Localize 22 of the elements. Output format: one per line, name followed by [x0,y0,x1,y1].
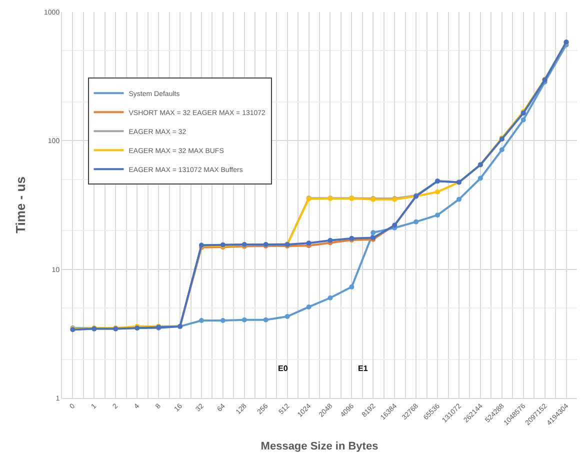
point [220,318,226,324]
point [499,147,504,152]
point [328,295,333,300]
point [520,117,526,122]
point [478,176,483,181]
point [263,317,268,322]
point [306,240,312,246]
point [370,230,376,236]
point [414,219,419,224]
point [284,314,290,319]
x-axis-title: Message Size in Bytes [260,440,378,452]
point [435,212,440,218]
point [242,317,247,322]
point [456,196,462,202]
point [306,304,312,310]
point [435,189,440,194]
point [328,238,333,243]
y-axis-title: Time - us [12,176,28,234]
annotation: E0 [278,364,288,373]
point [198,318,204,324]
point [349,284,354,290]
annotation: E1 [358,364,368,373]
